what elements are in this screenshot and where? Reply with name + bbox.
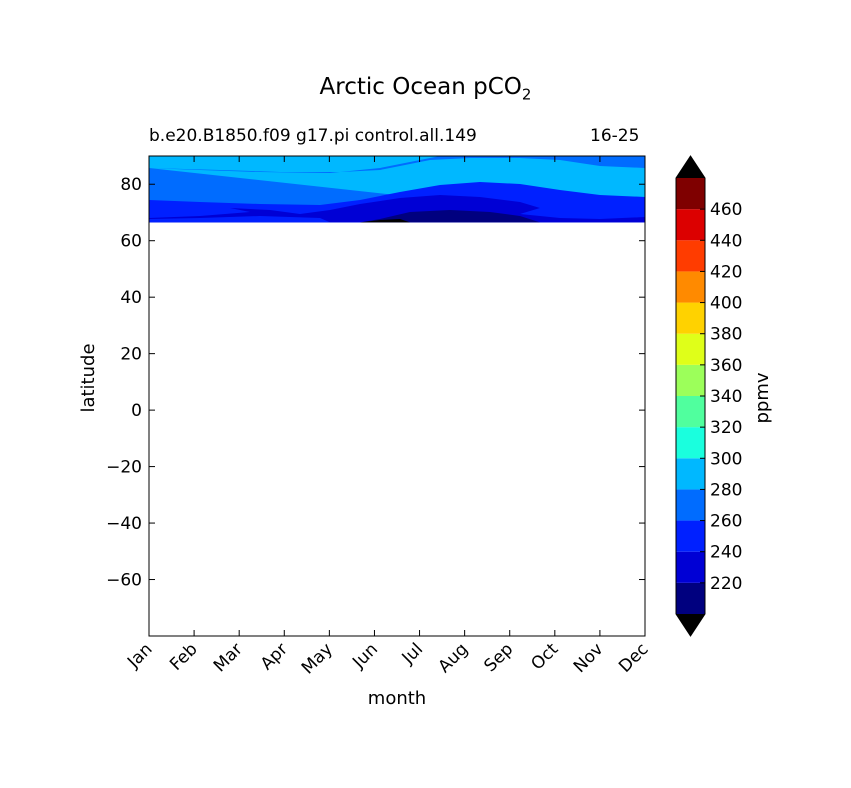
colorbar-segment [676, 178, 705, 210]
plot-area: 80 60 40 20 0 −20 −40 −60 Jan Feb Mar Apr May Jun Jul A… [78, 155, 653, 709]
x-tick-label: Oct [527, 639, 562, 674]
y-tick-label: 60 [120, 232, 142, 252]
x-tick-label: Mar [210, 639, 247, 676]
colorbar-label: ppmv [752, 372, 773, 423]
colorbar-segment [676, 458, 705, 490]
colorbar-tick-label: 320 [710, 418, 742, 438]
colorbar-tick-label: 420 [710, 262, 742, 282]
contour-band-200-220 [360, 210, 540, 223]
chart-title: Arctic Ocean pCO2 [319, 74, 532, 104]
colorbar-segment [676, 520, 705, 552]
colorbar-segment [676, 582, 705, 614]
colorbar-tick-label: 360 [710, 356, 742, 376]
colorbar-outline [675, 155, 706, 637]
colorbar-tick-label: 280 [710, 480, 742, 500]
colorbar-extend-low [676, 614, 705, 636]
colorbar-tick-label: 440 [710, 231, 742, 251]
x-tick-label: Dec [615, 639, 652, 676]
y-tick-label: 0 [131, 401, 142, 421]
y-tick-label: 80 [120, 175, 142, 195]
colorbar-segment [676, 364, 705, 396]
x-axis-label: month [368, 688, 426, 709]
plot-frame [148, 155, 646, 637]
x-tick-label: Jun [348, 639, 382, 673]
subtitle-left: b.e20.B1850.f09 g17.pi control.all.149 [149, 126, 477, 146]
y-tick-label: −20 [106, 458, 142, 478]
colorbar-segment [676, 427, 705, 459]
colorbar-segment [676, 333, 705, 365]
contour-band-240-260-lower [149, 216, 330, 223]
colorbar-tick-label: 220 [710, 574, 742, 594]
colorbar-tick-label: 340 [710, 387, 742, 407]
colorbar-tick-label: 400 [710, 294, 742, 314]
x-tick-label: Apr [257, 639, 292, 674]
contour-band-220-240 [149, 195, 645, 223]
x-tick-label: Aug [435, 639, 473, 677]
colorbar-extend-high [676, 156, 705, 178]
colorbar: 220 240 260 280 300 320 340 360 380 400 420 440 460 p… [675, 155, 773, 637]
colorbar-tick-label: 460 [710, 200, 742, 220]
x-tick-label: Jan [123, 639, 156, 672]
x-tick-label: Jul [398, 639, 427, 668]
y-tick-label: 20 [120, 345, 142, 365]
contour-band-below-200 [360, 219, 410, 223]
colorbar-tick-label: 260 [710, 512, 742, 532]
y-axis-label: latitude [78, 343, 99, 412]
colorbar-segment [676, 209, 705, 241]
colorbar-tick-label: 380 [710, 325, 742, 345]
colorbar-segment [676, 302, 705, 334]
x-tick-label: Feb [166, 639, 201, 674]
x-tick-label: May [298, 639, 337, 678]
colorbar-tick-label: 240 [710, 543, 742, 563]
colorbar-segment [676, 271, 705, 303]
x-tick-label: Nov [570, 639, 608, 677]
colorbar-segment [676, 396, 705, 428]
subtitle-right: 16-25 [590, 126, 640, 146]
y-tick-label: −40 [106, 514, 142, 534]
colorbar-segment [676, 489, 705, 521]
colorbar-tick-label: 300 [710, 449, 742, 469]
colorbar-segment [676, 551, 705, 583]
y-tick-label: 40 [120, 288, 142, 308]
colorbar-segment [676, 240, 705, 272]
y-tick-label: −60 [106, 571, 142, 591]
x-tick-label: Sep [480, 639, 517, 676]
